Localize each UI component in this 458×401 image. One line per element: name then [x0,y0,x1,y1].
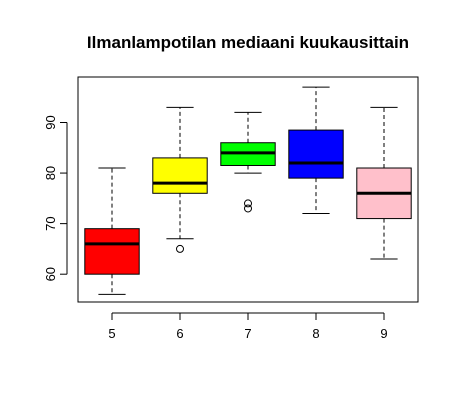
box-month-7 [220,111,276,213]
box-iqr [84,228,140,275]
box-month-9 [356,106,412,260]
outlier-point [176,244,184,253]
outlier-point [244,204,252,213]
x-tick-label: 7 [244,326,251,341]
box-iqr [152,157,208,194]
box-iqr [288,129,344,179]
box-month-6 [152,106,208,253]
y-tick-label: 70 [43,216,58,230]
x-tick-label: 8 [312,326,319,341]
box-month-5 [84,167,140,295]
y-tick-label: 80 [43,166,58,180]
chart-title: Ilmanlampotilan mediaani kuukausittain [87,33,409,52]
boxes [84,86,412,295]
x-tick-label: 9 [380,326,387,341]
y-axis: 60 70 80 90 [43,115,68,281]
plot-frame [77,76,419,303]
x-tick-label: 6 [176,326,183,341]
y-tick-label: 90 [43,115,58,129]
box-month-8 [288,86,344,215]
x-axis: 5 6 7 8 9 [108,312,388,341]
y-tick-label: 60 [43,267,58,281]
outlier-point [244,199,252,208]
x-tick-label: 5 [108,326,115,341]
